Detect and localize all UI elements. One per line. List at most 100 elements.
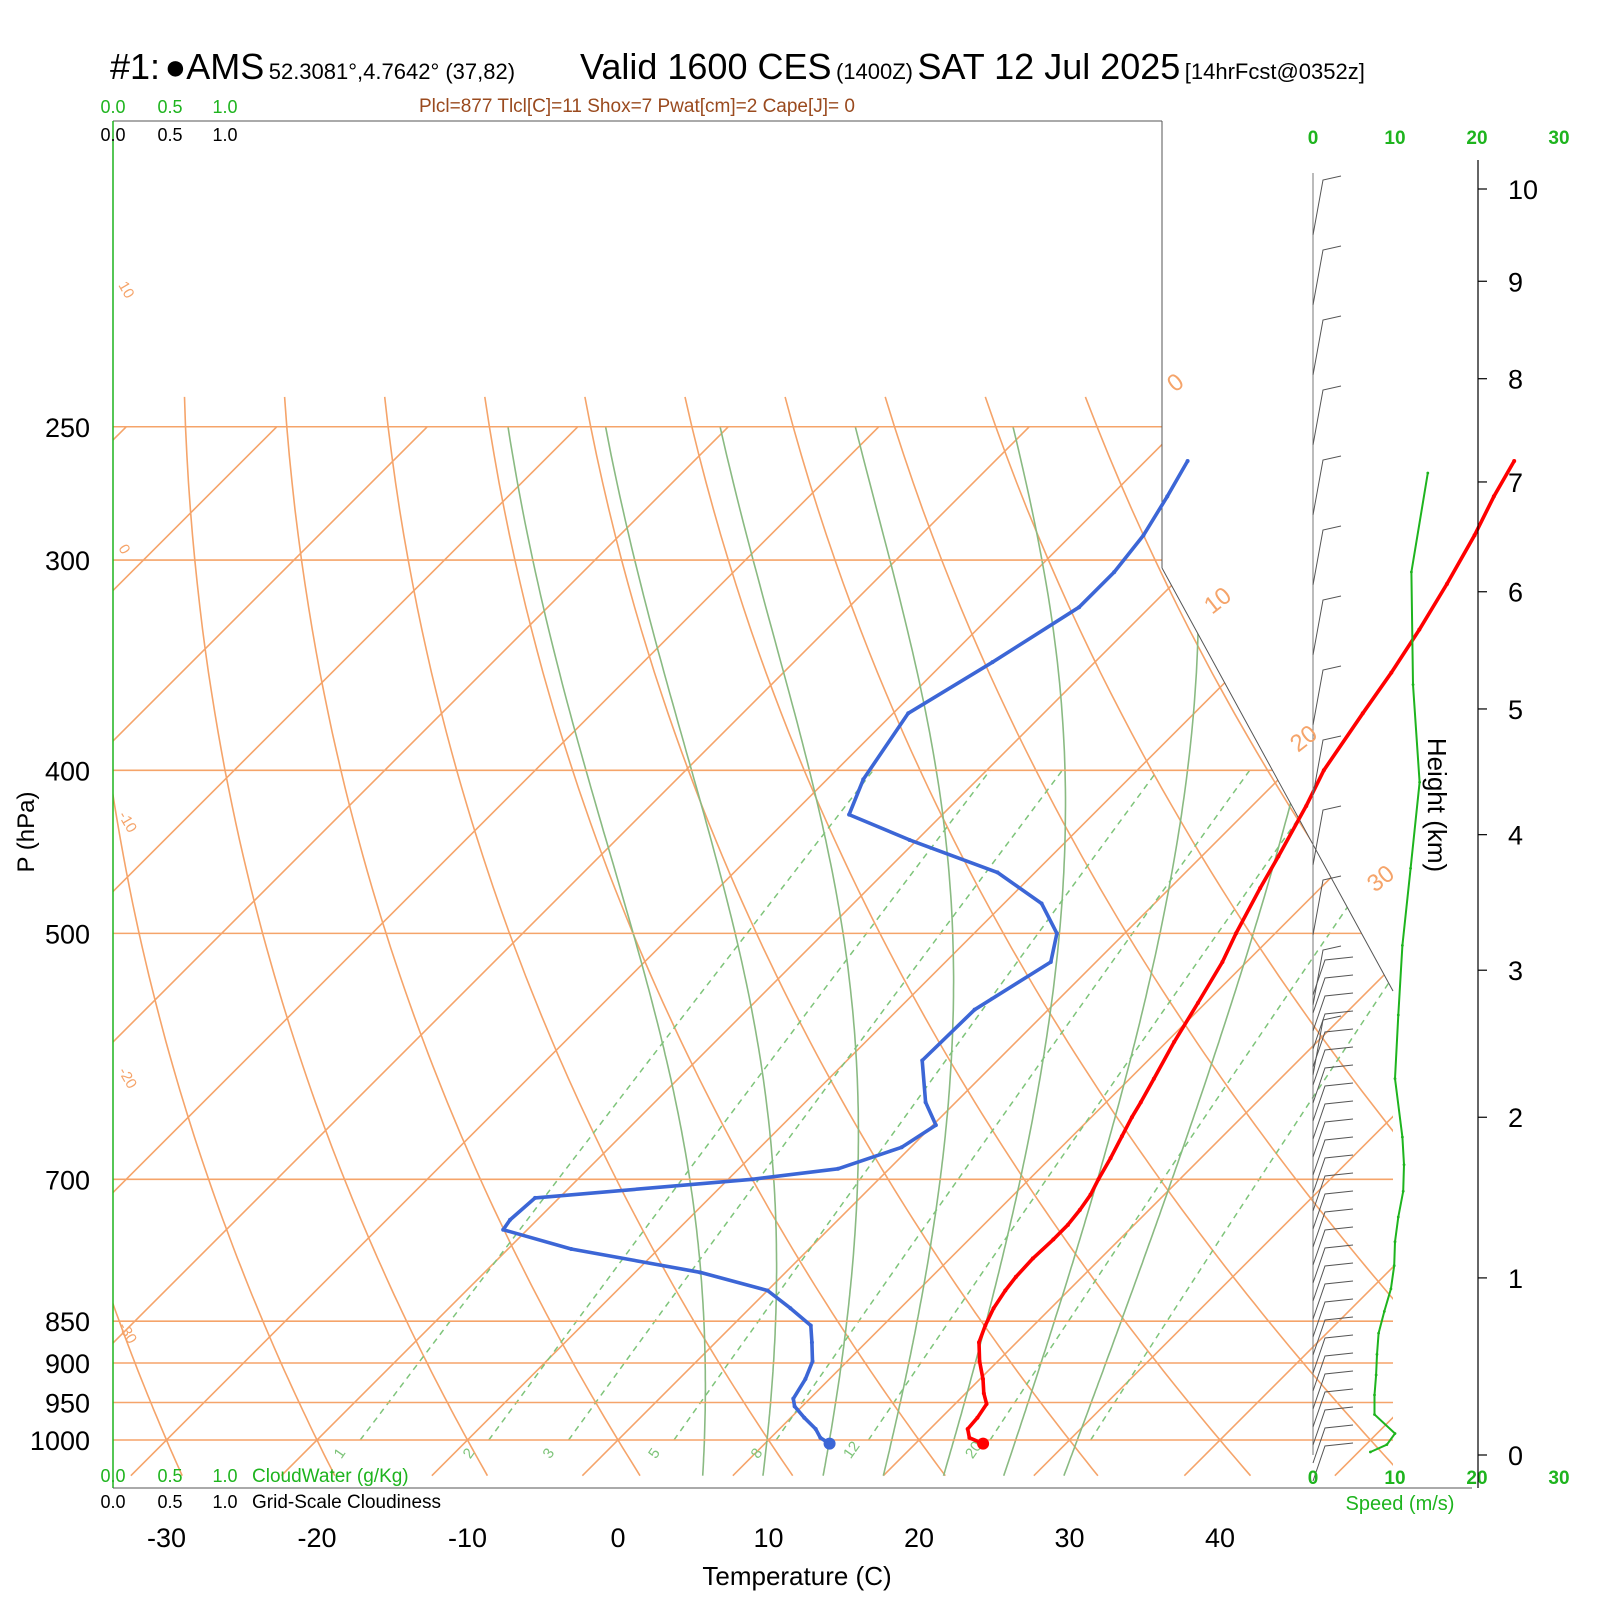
dewpoint-point bbox=[1054, 931, 1059, 936]
dewpoint-point bbox=[507, 1217, 512, 1222]
wind-barb bbox=[1312, 175, 1342, 236]
moist-adiabat-line bbox=[719, 426, 860, 1476]
mixing-ratio-label: 2 bbox=[460, 1445, 479, 1462]
dewpoint-point bbox=[802, 1415, 807, 1420]
dewpoint-point bbox=[1185, 459, 1190, 464]
wind-speed-point bbox=[1374, 1373, 1378, 1377]
dry-adiabat-label: -30 bbox=[115, 1320, 141, 1347]
dewpoint-point bbox=[972, 1007, 977, 1012]
cloudiness-top-tick: 1.0 bbox=[212, 125, 237, 145]
wind-speed-point bbox=[1411, 683, 1415, 687]
dry-adiabat-line bbox=[0, 397, 30, 1476]
speed-bottom-tick: 10 bbox=[1384, 1468, 1405, 1489]
moist-adiabat-line bbox=[854, 426, 955, 1476]
wind-barb bbox=[1312, 1262, 1354, 1302]
wind-speed-point bbox=[1393, 1240, 1397, 1244]
temperature-point bbox=[1389, 670, 1394, 675]
temperature-point bbox=[1138, 1100, 1143, 1105]
wind-speed-line bbox=[1369, 472, 1429, 1453]
station-id: #1: bbox=[110, 46, 161, 87]
temperature-point bbox=[1472, 533, 1477, 538]
wind-barb bbox=[1312, 1028, 1354, 1068]
dewpoint-point bbox=[810, 1359, 815, 1364]
temperature-point bbox=[991, 1306, 996, 1311]
x-tick-label: -20 bbox=[297, 1523, 336, 1553]
clipped-grid: 1 2 3 5 8 12 20 bbox=[0, 396, 1600, 1477]
wind-speed-point bbox=[1392, 1264, 1396, 1268]
temperature-point bbox=[981, 1391, 986, 1396]
temperature-point bbox=[1077, 1207, 1082, 1212]
dewpoint-line bbox=[501, 460, 1190, 1446]
dewpoint-point bbox=[569, 1246, 574, 1251]
temperature-point bbox=[1051, 1237, 1056, 1242]
x-tick-label: 20 bbox=[904, 1523, 934, 1553]
wind-barb bbox=[1312, 1226, 1354, 1266]
wind-barb bbox=[1312, 1118, 1354, 1158]
isotherm-line bbox=[130, 426, 1181, 1477]
temperature-point bbox=[1195, 1001, 1200, 1006]
temperature-point bbox=[1013, 1274, 1018, 1279]
station-coords: 52.3081°,4.7642° (37,82) bbox=[268, 59, 516, 84]
temperature-point bbox=[1065, 1222, 1070, 1227]
y-axis-title: P (hPa) bbox=[13, 792, 40, 873]
height-tick-label: 0 bbox=[1508, 1441, 1523, 1471]
dry-adiabat-line bbox=[113, 396, 183, 1477]
mixing-ratio-line bbox=[359, 769, 874, 1441]
cloudiness-bottom-tick: 0.0 bbox=[100, 1492, 125, 1512]
dry-adiabat-line bbox=[684, 396, 1252, 1477]
dry-adiabat-line bbox=[1084, 396, 1393, 1477]
pressure-tick-label: 900 bbox=[45, 1349, 90, 1379]
x-tick-label: 0 bbox=[610, 1523, 625, 1553]
temperature-point bbox=[1512, 459, 1517, 464]
wind-barb bbox=[1312, 1316, 1354, 1356]
temperature-point bbox=[984, 1402, 989, 1407]
height-tick-label: 2 bbox=[1508, 1103, 1523, 1133]
wind-barb bbox=[1312, 1406, 1354, 1446]
mixing-ratio-line bbox=[775, 769, 1251, 1441]
wind-barb bbox=[1312, 1136, 1354, 1176]
height-tick-label: 4 bbox=[1508, 821, 1523, 851]
pressure-tick-label: 850 bbox=[45, 1307, 90, 1337]
x-tick-label: -10 bbox=[448, 1523, 487, 1553]
temperature-point bbox=[1108, 1156, 1113, 1161]
dewpoint-point bbox=[1165, 494, 1170, 499]
temperature-point bbox=[976, 1340, 981, 1345]
isotherm-line bbox=[1334, 426, 1393, 1477]
wind-speed-point bbox=[1409, 866, 1412, 870]
temperature-point bbox=[967, 1435, 972, 1440]
dry-adiabat-line bbox=[884, 396, 1393, 1477]
temperature-point bbox=[1151, 1076, 1156, 1081]
wind-barb bbox=[1312, 1370, 1354, 1410]
cloudwater-bottom-tick: 0.0 bbox=[100, 1466, 125, 1486]
wind-speed-point bbox=[1385, 1443, 1389, 1447]
wind-speed-point bbox=[1401, 1189, 1405, 1193]
wind-barb bbox=[1312, 595, 1342, 656]
wind-speed-point bbox=[1402, 1163, 1406, 1167]
isotherm-line bbox=[1485, 427, 1600, 1476]
wind-barb bbox=[1312, 974, 1354, 1014]
wind-barb bbox=[1312, 525, 1342, 586]
cloudwater-top-tick: 0.5 bbox=[157, 97, 182, 117]
dewpoint-point bbox=[920, 1058, 925, 1063]
speed-top-tick: 30 bbox=[1548, 128, 1569, 149]
temperature-point bbox=[1276, 854, 1281, 859]
x-tick-label: 40 bbox=[1205, 1523, 1235, 1553]
mixing-ratio-line bbox=[1090, 769, 1393, 1441]
temperature-point bbox=[1172, 1039, 1177, 1044]
mixing-ratio-label: 1 bbox=[331, 1445, 350, 1462]
cloudiness-top-tick: 0.5 bbox=[157, 125, 182, 145]
dry-adiabat-label: 0 bbox=[115, 542, 134, 558]
speed-bottom-tick: 30 bbox=[1548, 1468, 1569, 1489]
dry-adiabat-line bbox=[984, 396, 1393, 1477]
dewpoint-point bbox=[1039, 901, 1044, 906]
valid-time: Valid 1600 CES bbox=[580, 46, 832, 87]
temperature-point bbox=[1360, 711, 1365, 716]
wind-barb bbox=[1312, 1280, 1354, 1320]
moist-adiabat-line bbox=[1002, 426, 1200, 1476]
wind-barb bbox=[1312, 1424, 1354, 1464]
dry-adiabat-line bbox=[1586, 397, 1600, 1476]
cloudwater-legend-label: CloudWater (g/Kg) bbox=[252, 1466, 409, 1487]
wind-speed-point bbox=[1377, 1331, 1380, 1335]
height-tick-label: 8 bbox=[1508, 365, 1523, 395]
mixing-ratio-label: 8 bbox=[748, 1445, 767, 1462]
